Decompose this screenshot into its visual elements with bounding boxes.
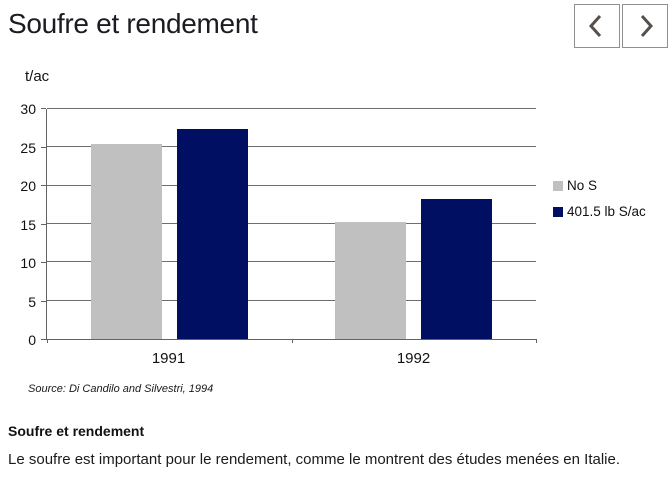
header: Soufre et rendement: [0, 0, 669, 60]
legend-item: No S: [553, 178, 646, 193]
legend-marker: [553, 180, 563, 191]
legend-marker: [553, 206, 563, 217]
y-tick-mark: [41, 223, 46, 225]
plot-area: [46, 108, 537, 343]
y-tick-mark: [41, 300, 46, 302]
y-tick-label: 15: [20, 216, 36, 233]
y-tick-label: 25: [20, 139, 36, 156]
bar-groups: [47, 109, 536, 339]
bar-chart: t/ac 0 5 10 15 20 25 30 1991 1992 No S 401.5 lb …: [0, 60, 669, 405]
x-tick-labels: 1991 1992: [46, 350, 536, 367]
y-tick-label: 0: [28, 332, 36, 348]
y-tick-label: 30: [20, 101, 36, 117]
next-button[interactable]: [622, 4, 668, 48]
prev-button[interactable]: [574, 4, 620, 48]
chevron-left-icon: [585, 12, 609, 40]
legend-item: 401.5 lb S/ac: [553, 204, 646, 219]
chart-legend: No S 401.5 lb S/ac: [553, 178, 646, 219]
bar-1992-no-s: [335, 221, 407, 339]
legend-label: No S: [567, 178, 598, 193]
y-axis-unit-label: t/ac: [25, 68, 50, 85]
source-note: Source: Di Candilo and Silvestri, 1994: [28, 383, 214, 395]
page-title: Soufre et rendement: [8, 8, 258, 39]
bar-1991-no-s: [90, 143, 162, 339]
y-tick-mark: [41, 146, 46, 148]
y-tick-label: 10: [20, 255, 36, 272]
y-tick-label: 5: [28, 293, 36, 310]
description-section: Soufre et rendement Le soufre est import…: [0, 405, 669, 471]
y-tick-mark: [41, 262, 46, 264]
gridline: [47, 223, 536, 224]
bar-group-1992: [292, 109, 537, 339]
y-tick-mark: [41, 185, 46, 187]
bar-1992-401.5-lb-s/ac: [421, 198, 493, 339]
x-tick-mark: [47, 339, 48, 343]
y-tick-marks: [41, 108, 46, 340]
bar-group-1991: [47, 109, 292, 339]
y-tick-mark: [41, 339, 46, 340]
description-heading: Soufre et rendement: [8, 423, 145, 439]
y-tick-mark: [41, 108, 46, 109]
x-tick-label: 1991: [151, 350, 186, 367]
bar-1991-401.5-lb-s/ac: [176, 128, 248, 339]
x-tick-mark: [291, 339, 293, 343]
gridline: [47, 261, 536, 263]
legend-label: 401.5 lb S/ac: [567, 204, 646, 219]
chevron-right-icon: [633, 12, 657, 40]
gridline: [47, 184, 536, 186]
gridline: [47, 299, 536, 301]
x-tick-label: 1992: [396, 350, 431, 367]
description-body: Le soufre est important pour le rendemen…: [8, 451, 620, 468]
gridline: [47, 108, 536, 109]
y-tick-labels: 0 5 10 15 20 25 30: [0, 101, 40, 348]
gridline: [47, 146, 536, 148]
x-tick-mark: [536, 339, 537, 343]
slide-navigation: [574, 4, 668, 48]
y-tick-label: 20: [20, 178, 36, 195]
